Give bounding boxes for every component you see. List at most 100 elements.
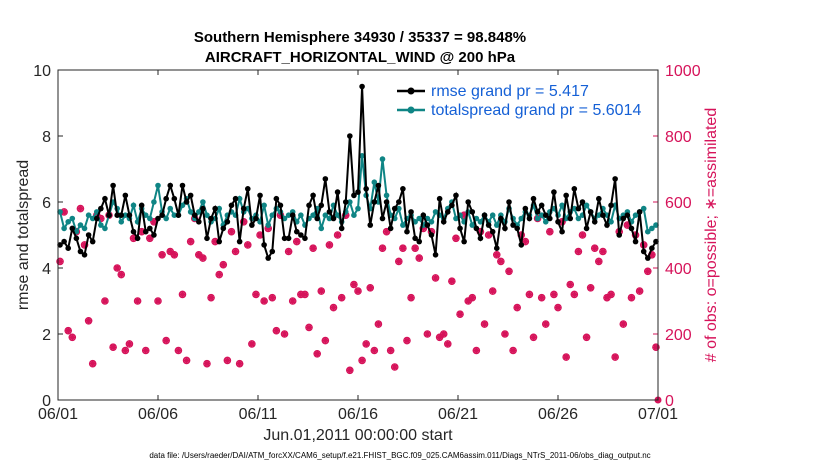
obs-assimilated-point [207,294,215,302]
obs-assimilated-point [505,267,513,275]
obs-assimilated-point [305,323,313,331]
obs-assimilated-point [325,241,333,249]
obs-assimilated-point [481,320,489,328]
rmse-point [289,212,296,218]
totalspread-point [596,212,602,218]
rmse-point [600,212,606,218]
rmse-point [249,222,255,228]
obs-assimilated-point [411,244,419,252]
rmse-point [518,242,525,248]
rmse-point [118,212,125,218]
rmse-point [138,202,145,209]
obs-assimilated-point [644,267,652,275]
obs-assimilated-point [142,347,150,354]
obs-assimilated-point [215,271,223,279]
obs-assimilated-point [562,353,570,361]
obs-assimilated-point [162,337,170,345]
rmse-point [363,186,369,192]
totalspread-point [379,156,386,162]
obs-assimilated-point [427,228,435,236]
obs-assimilated-point [138,228,146,236]
rmse-point [167,182,174,189]
obs-assimilated-point [403,337,411,345]
obs-assimilated-point [591,244,599,252]
totalspread-point [371,179,378,185]
rmse-point [498,215,504,222]
rmse-point [608,202,614,209]
rmse-point [481,212,488,218]
rmse-point [232,195,239,202]
y-tick-label: 2 [42,327,51,344]
totalspread-point [653,222,659,228]
rmse-point [285,235,292,242]
rmse-point [93,215,100,222]
obs-assimilated-point [89,360,97,368]
obs-assimilated-point [240,218,248,226]
obs-assimilated-point [64,327,72,335]
obs-assimilated-point [183,356,191,364]
rmse-point [163,195,169,202]
obs-assimilated-point [497,257,505,265]
totalspread-point [81,225,88,232]
obs-assimilated-point [538,294,546,302]
rmse-point [196,219,202,225]
obs-assimilated-point [285,248,293,255]
totalspread-point [85,212,92,218]
obs-assimilated-point [56,257,64,265]
obs-assimilated-point [456,310,464,318]
obs-assimilated-point [113,264,121,272]
rmse-point [387,225,394,232]
y2-tick-label: 0 [665,393,674,410]
rmse-point [461,238,467,245]
obs-assimilated-point [383,228,391,236]
obs-assimilated-point [346,366,354,374]
obs-assimilated-point [627,294,635,302]
rmse-point [440,219,447,225]
rmse-point [155,215,161,222]
legend: rmse grand pr = 5.417 totalspread grand … [397,83,641,119]
obs-assimilated-point [342,211,350,219]
obs-assimilated-point [166,248,174,255]
rmse-point [102,195,108,202]
rmse-point [375,182,382,189]
rmse-point [122,192,129,199]
rmse-point [187,192,194,199]
obs-assimilated-point [378,244,386,252]
footer-datafile: data file: /Users/raeder/DAI/ATM_forcXX/… [149,451,650,460]
totalspread-point [200,199,206,205]
totalspread-point [65,219,72,225]
obs-assimilated-point [223,356,231,364]
obs-assimilated-point [272,327,280,335]
obs-assimilated-point [387,347,395,354]
rmse-point [436,195,443,202]
rmse-point [81,252,88,258]
totalspread-point [171,212,178,218]
rmse-point [334,189,341,195]
obs-assimilated-point [170,251,178,259]
obs-assimilated-point [468,294,476,302]
obs-assimilated-point [370,347,378,354]
totalspread-point [432,209,439,215]
rmse-point [526,215,533,222]
rmse-point [351,192,357,199]
plot-area [58,70,658,400]
obs-assimilated-point [395,257,403,265]
totalspread-point [310,212,316,218]
obs-assimilated-point [301,290,309,298]
obs-assimilated-point [436,333,444,341]
rmse-point [69,225,76,232]
rmse-point [551,189,557,195]
totalspread-point [640,205,647,212]
totalspread-point [359,153,365,159]
obs-assimilated-point [60,208,68,216]
obs-assimilated-point [636,287,644,295]
rmse-point [534,209,541,215]
rmse-point [424,222,431,228]
rmse-point [359,83,365,90]
obs-assimilated-point [281,330,289,338]
obs-assimilated-point [599,248,607,255]
rmse-point [298,232,304,238]
obs-assimilated-point [199,254,207,262]
totalspread-point [69,215,76,222]
totalspread-point [147,215,153,222]
